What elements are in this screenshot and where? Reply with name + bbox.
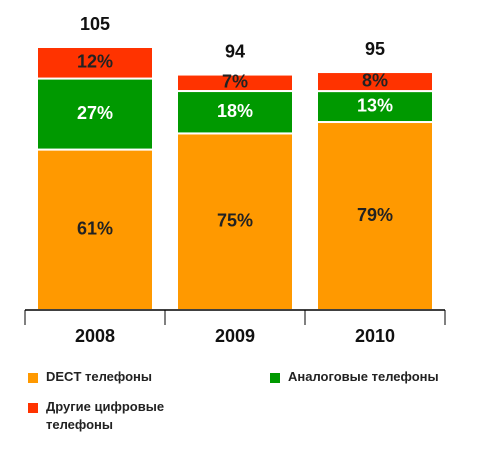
bar-segment bbox=[36, 77, 154, 151]
total-label: 105 bbox=[80, 14, 110, 34]
legend-label: DECT телефоны bbox=[46, 369, 153, 384]
value-label: 8% bbox=[362, 70, 388, 90]
bar-segment bbox=[36, 46, 154, 80]
bar-segment bbox=[176, 90, 294, 135]
bar-segment bbox=[316, 90, 434, 124]
value-label: 79% bbox=[357, 205, 393, 225]
legend-swatch bbox=[270, 373, 280, 383]
bar-segment bbox=[176, 73, 294, 93]
value-label: 18% bbox=[217, 101, 253, 121]
bar-segment bbox=[316, 71, 434, 93]
value-label: 13% bbox=[357, 95, 393, 115]
bar-segment bbox=[176, 132, 294, 311]
value-label: 12% bbox=[77, 52, 113, 72]
value-label: 75% bbox=[217, 210, 253, 230]
legend-label: Другие цифровые телефоны bbox=[46, 399, 165, 432]
value-label: 7% bbox=[222, 72, 248, 92]
x-tick-label: 2010 bbox=[355, 326, 395, 346]
value-label: 61% bbox=[77, 219, 113, 239]
legend-swatch bbox=[28, 373, 38, 383]
value-label: 27% bbox=[77, 103, 113, 123]
x-tick-label: 2009 bbox=[215, 326, 255, 346]
bar-segment bbox=[36, 148, 154, 311]
total-label: 94 bbox=[225, 41, 245, 61]
legend-swatch bbox=[28, 403, 38, 413]
plot: 61% 27% 12% 105 2008 75% 18% 7% 94 2009 79% 13% 8% 95… bbox=[24, 14, 446, 346]
legend-label: Аналоговые телефоны bbox=[288, 369, 439, 384]
total-label: 95 bbox=[365, 39, 385, 59]
x-tick-label: 2008 bbox=[75, 326, 115, 346]
